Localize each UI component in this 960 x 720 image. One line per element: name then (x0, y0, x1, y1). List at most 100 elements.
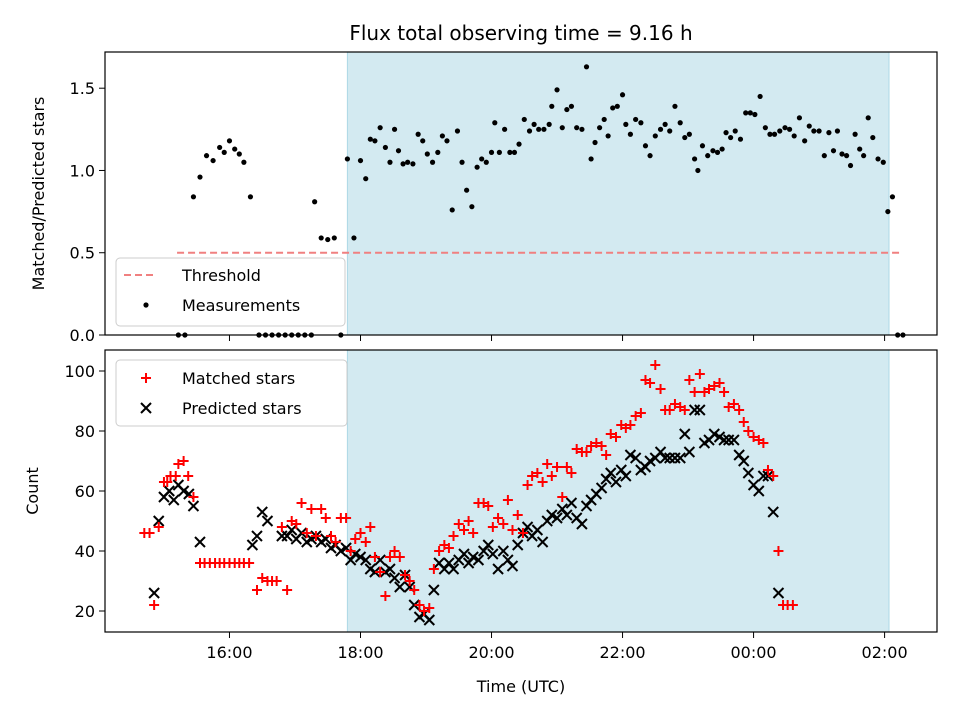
predicted-point (620, 470, 632, 482)
measurement-point (454, 128, 461, 134)
measurement-point (619, 92, 626, 98)
predicted-point (487, 548, 499, 560)
legend-matched-label: Matched stars (182, 369, 295, 388)
measurement-point (217, 144, 223, 151)
bottom-ytick-label: 80 (75, 422, 95, 441)
predicted-point (551, 512, 563, 524)
measurement-point (592, 139, 598, 146)
measurement-point (232, 146, 238, 152)
matched-point (487, 522, 498, 532)
matched-point (552, 462, 563, 472)
predicted-point (683, 446, 696, 458)
measurement-point (695, 167, 701, 174)
measurement-point (597, 125, 603, 131)
measurement-point (449, 207, 455, 213)
measurement-point (627, 131, 634, 137)
bottom-ytick-label: 60 (75, 482, 95, 501)
predicted-point (335, 545, 347, 557)
measurement-point (732, 128, 738, 134)
predicted-point (605, 467, 617, 479)
predicted-point (168, 494, 180, 506)
predicted-point (659, 452, 671, 464)
predicted-point (360, 554, 372, 566)
matched-point (561, 462, 572, 472)
measurement-point (190, 194, 197, 200)
measurement-point (554, 87, 560, 93)
xtick-label: 18:00 (337, 643, 383, 662)
matched-point (404, 576, 415, 586)
bottom-y-axis-label: Count (23, 467, 42, 515)
predicted-point (354, 551, 367, 563)
matched-point (650, 360, 661, 370)
predicted-point (388, 572, 401, 584)
matched-point (684, 375, 695, 385)
matched-point (773, 546, 784, 556)
measurement-point (541, 126, 547, 132)
measurement-point (400, 161, 406, 167)
matched-point (723, 402, 734, 412)
measurement-point (574, 125, 580, 131)
predicted-point (281, 530, 293, 542)
predicted-point (428, 584, 440, 596)
measurement-point (526, 128, 533, 134)
measurement-point (474, 164, 480, 170)
measurement-point (351, 235, 357, 241)
predicted-point (295, 527, 308, 539)
predicted-point (502, 554, 514, 566)
xtick-label: 00:00 (731, 643, 777, 662)
measurement-point (210, 157, 216, 164)
xtick-label: 22:00 (599, 643, 645, 662)
measurement-point (692, 156, 698, 162)
bottom-panel: 20 40 60 80 100 16:00 18:00 20:00 22:00 00:00 02:… (23, 349, 938, 696)
measurement-point (743, 110, 749, 116)
measurement-point (387, 159, 393, 165)
predicted-point (443, 557, 455, 569)
predicted-point (664, 452, 676, 464)
matched-point (743, 426, 754, 436)
matched-point (316, 504, 327, 514)
matched-point (714, 378, 725, 388)
measurement-point (197, 174, 203, 180)
predicted-point (163, 485, 175, 497)
top-ytick-label: 1.0 (70, 161, 95, 180)
measurement-point (843, 153, 850, 159)
matched-point (655, 384, 666, 394)
matched-point (581, 447, 592, 457)
matched-point (400, 570, 411, 580)
legend-matched-swatch (141, 373, 151, 383)
measurement-point (583, 64, 590, 70)
measurement-point (588, 156, 594, 162)
measurement-point (405, 159, 411, 165)
legend-box (115, 359, 348, 427)
measurement-point (686, 131, 692, 137)
predicted-point (610, 476, 622, 488)
measurement-point (363, 176, 369, 182)
measurement-point (492, 120, 498, 126)
measurement-point (847, 162, 854, 169)
matched-point (459, 525, 470, 535)
measurement-point (885, 208, 891, 215)
matched-point (330, 537, 341, 547)
predicted-point (708, 428, 720, 440)
matched-point (345, 546, 356, 556)
bottom-ytick-label: 20 (75, 602, 95, 621)
predicted-point (688, 404, 701, 416)
matched-point (498, 519, 509, 529)
matched-point (424, 603, 435, 613)
measurement-point (667, 128, 673, 134)
predicted-point (472, 554, 485, 566)
measurement-point (549, 103, 555, 109)
measurement-point (429, 159, 436, 165)
matched-point (183, 471, 194, 481)
bottom-legend: Matched stars Predicted stars (115, 359, 348, 427)
matched-point (355, 528, 366, 538)
measurement-point (357, 157, 364, 164)
predicted-point (624, 449, 637, 461)
predicted-point (757, 470, 770, 482)
measurement-point (415, 131, 421, 137)
measurement-point (714, 149, 721, 155)
measurement-point (469, 204, 475, 210)
predicted-point (276, 530, 288, 542)
matched-point (301, 528, 312, 538)
measurement-point (657, 126, 664, 132)
